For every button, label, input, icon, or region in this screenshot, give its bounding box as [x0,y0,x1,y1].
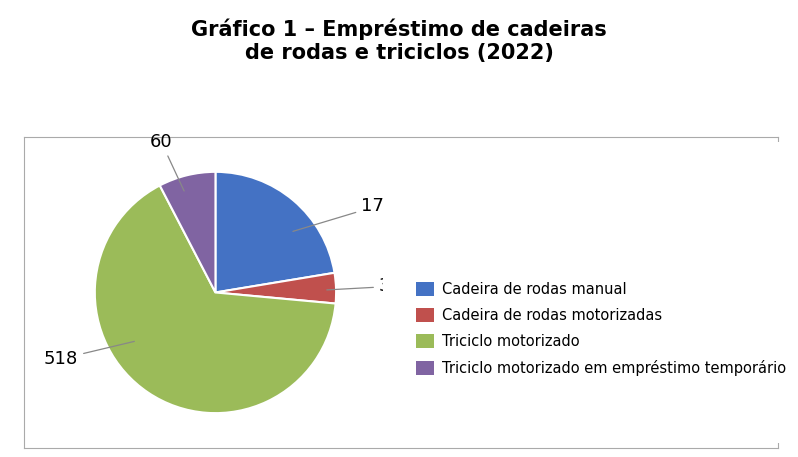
Wedge shape [215,172,334,292]
Text: 32: 32 [327,277,402,295]
Wedge shape [95,186,336,413]
Text: 60: 60 [150,133,184,191]
Legend: Cadeira de rodas manual, Cadeira de rodas motorizadas, Triciclo motorizado, Tric: Cadeira de rodas manual, Cadeira de roda… [410,276,792,382]
Wedge shape [215,273,336,303]
Text: Gráfico 1 – Empréstimo de cadeiras
de rodas e triciclos (2022): Gráfico 1 – Empréstimo de cadeiras de ro… [192,18,606,63]
Text: 518: 518 [44,341,134,368]
Wedge shape [160,172,215,292]
Text: 176: 176 [293,197,396,231]
